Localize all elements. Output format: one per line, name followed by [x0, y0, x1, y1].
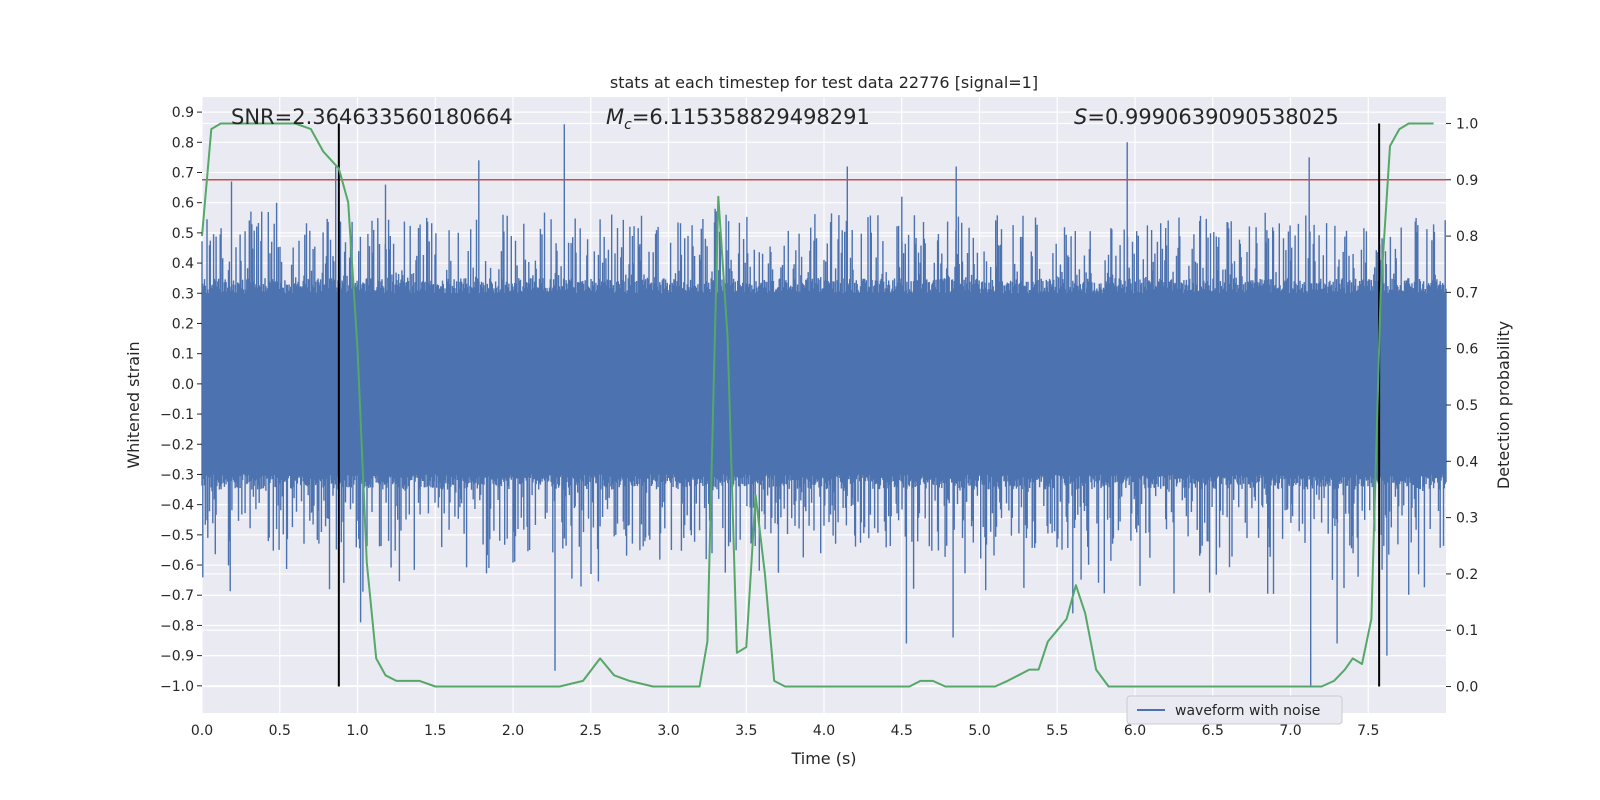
legend: waveform with noise [1126, 695, 1343, 725]
y2-tick-label: 0.7 [1456, 285, 1478, 301]
snr-annotation: SNR=2.364633560180664 [231, 105, 513, 129]
y-axis-label: Whitened strain [124, 341, 143, 468]
x-tick-label: 6.5 [1202, 723, 1224, 739]
y2-tick-label: 0.2 [1456, 567, 1478, 583]
y2-tick-label: 0.4 [1456, 454, 1478, 470]
y2-axis-label: Detection probability [1494, 321, 1513, 489]
chirp-mass-value: =6.115358829498291 [632, 105, 870, 129]
x-tick-label: 7.0 [1279, 723, 1301, 739]
y-tick-label: −1.0 [160, 679, 194, 695]
waveform-series [201, 124, 1447, 686]
probability-line [201, 122, 1434, 688]
x-tick-label: 4.5 [891, 723, 913, 739]
y2-ticks: 1.0 0.9 0.8 0.7 0.6 0.5 0.4 0.3 0.2 0.1 0.0 [1446, 116, 1478, 696]
y-tick-label: −0.3 [160, 467, 194, 483]
y-tick-label: −0.7 [160, 588, 194, 604]
y2-tick-label: 0.3 [1456, 511, 1478, 527]
y2-tick-label: 0.1 [1456, 623, 1478, 639]
chart-title: stats at each timestep for test data 227… [610, 73, 1038, 92]
y-tick-label: −0.5 [160, 528, 194, 544]
x-tick-label: 4.0 [813, 723, 835, 739]
probability-series [201, 122, 1434, 688]
overlays [202, 123, 1446, 687]
s-value: =0.9990639090538025 [1087, 105, 1338, 129]
y-tick-label: 0.7 [172, 165, 194, 181]
x-tick-label: 0.5 [269, 723, 291, 739]
x-tick-label: 1.0 [346, 723, 368, 739]
x-tick-label: 1.5 [424, 723, 446, 739]
y-tick-label: 0.4 [172, 256, 194, 272]
y2-tick-label: 0.8 [1456, 229, 1478, 245]
y-tick-label: −0.2 [160, 437, 194, 453]
y-tick-label: −0.8 [160, 618, 194, 634]
y-tick-label: 0.9 [172, 105, 194, 121]
y-ticks: 0.9 0.8 0.7 0.6 0.5 0.4 0.3 0.2 0.1 0.0 −0.1 −0.2 −0… [160, 105, 202, 695]
waveform-spikes [201, 124, 1447, 686]
y-tick-label: 0.0 [172, 377, 194, 393]
y-tick-label: −0.6 [160, 558, 194, 574]
y-tick-label: 0.8 [172, 135, 194, 151]
legend-entry: waveform with noise [1175, 703, 1320, 719]
y-tick-label: −0.1 [160, 407, 194, 423]
y-tick-label: −0.9 [160, 649, 194, 665]
x-tick-label: 0.0 [191, 723, 213, 739]
x-tick-label: 3.0 [657, 723, 679, 739]
y-tick-label: 0.6 [172, 196, 194, 212]
y2-tick-label: 0.5 [1456, 398, 1478, 414]
x-ticks: 0.0 0.5 1.0 1.5 2.0 2.5 3.0 3.5 4.0 4.5 5.0 5.5 6.0 6… [191, 723, 1380, 739]
x-tick-label: 6.0 [1124, 723, 1146, 739]
y2-tick-label: 1.0 [1456, 116, 1478, 132]
y2-tick-label: 0.0 [1456, 680, 1478, 696]
chirp-mass-symbol: M [606, 105, 624, 129]
y-tick-label: −0.4 [160, 498, 194, 514]
x-tick-label: 2.0 [502, 723, 524, 739]
y-tick-label: 0.5 [172, 226, 194, 242]
x-tick-label: 3.5 [735, 723, 757, 739]
y-tick-label: 0.2 [172, 316, 194, 332]
y-tick-label: 0.1 [172, 347, 194, 363]
s-annotation: S=0.9990639090538025 [1074, 105, 1339, 129]
x-tick-label: 5.0 [968, 723, 990, 739]
x-tick-label: 7.5 [1357, 723, 1379, 739]
y2-tick-label: 0.9 [1456, 173, 1478, 189]
legend-box [1126, 695, 1343, 725]
x-tick-label: 2.5 [580, 723, 602, 739]
s-symbol: S [1074, 105, 1087, 129]
chirp-mass-annotation: Mc=6.115358829498291 [606, 105, 870, 133]
chirp-mass-subscript: c [624, 117, 632, 133]
x-tick-label: 5.5 [1046, 723, 1068, 739]
y2-tick-label: 0.6 [1456, 342, 1478, 358]
x-axis-label: Time (s) [790, 749, 856, 768]
y-tick-label: 0.3 [172, 286, 194, 302]
